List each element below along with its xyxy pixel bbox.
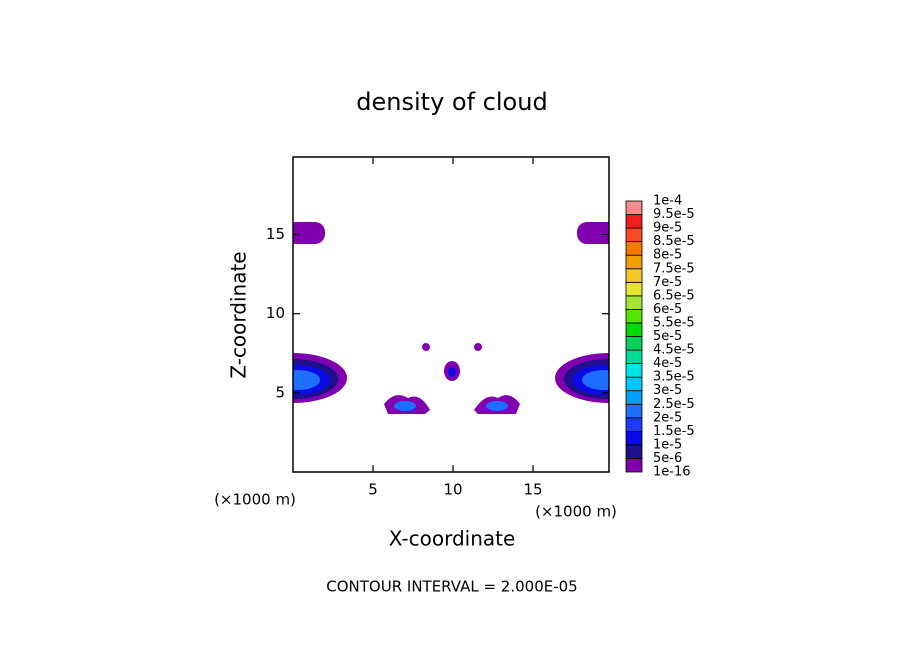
colorbar-label: 3.5e-5: [653, 370, 695, 385]
colorbar-swatch: [625, 200, 643, 215]
colorbar-swatch: [625, 349, 643, 364]
colorbar-swatch: [625, 430, 643, 446]
colorbar-label: 9e-5: [653, 221, 682, 236]
colorbar-label: 5e-5: [653, 329, 682, 344]
colorbar-label: 1e-16: [653, 465, 691, 480]
colorbar-swatch: [625, 390, 643, 405]
colorbar-swatch: [625, 241, 643, 256]
footer-note: CONTOUR INTERVAL = 2.000E-05: [326, 578, 577, 596]
colorbar-label: 7.5e-5: [653, 261, 695, 276]
y-tick-label: 5: [275, 383, 285, 401]
colorbar-label: 4.5e-5: [653, 343, 695, 358]
y-unit-label: (×1000 m): [535, 503, 617, 521]
region: [474, 343, 482, 351]
x-tick-label: 15: [523, 481, 542, 499]
region: [422, 343, 430, 351]
region: [577, 222, 609, 244]
y-axis-label: Z-coordinate: [227, 251, 251, 378]
colorbar-swatch: [625, 458, 643, 473]
colorbar-label: 5e-6: [653, 451, 682, 466]
region: [394, 401, 416, 411]
colorbar-label: 8e-5: [653, 248, 682, 263]
x-tick-label: 5: [368, 481, 378, 499]
colorbar-swatch: [625, 444, 643, 459]
region: [582, 370, 609, 390]
colorbar-swatch: [625, 268, 643, 283]
colorbar-label: 8.5e-5: [653, 234, 695, 249]
colorbar-swatch: [625, 295, 643, 310]
x-unit-label: (×1000 m): [214, 491, 296, 509]
colorbar-swatch: [625, 254, 643, 270]
chart-title: density of cloud: [356, 88, 547, 116]
colorbar-label: 6.5e-5: [653, 288, 695, 303]
x-tick-label: 10: [443, 481, 462, 499]
region: [293, 370, 320, 390]
colorbar-swatch: [625, 214, 643, 229]
colorbar-label: 5.5e-5: [653, 315, 695, 330]
region: [486, 401, 508, 411]
colorbar-label: 1.5e-5: [653, 424, 695, 439]
colorbar-label: 1e-4: [653, 194, 682, 209]
colorbar-label: 1e-5: [653, 437, 682, 452]
colorbar-label: 7e-5: [653, 275, 682, 290]
y-tick-label: 15: [266, 225, 285, 243]
region: [293, 222, 325, 244]
y-tick-label: 10: [266, 304, 285, 322]
colorbar-swatch: [625, 322, 643, 337]
colorbar-swatch: [625, 417, 643, 432]
colorbar-label: 6e-5: [653, 302, 682, 317]
plot-frame: [292, 156, 610, 473]
colorbar-label: 9.5e-5: [653, 207, 695, 222]
colorbar-swatch: [625, 336, 643, 351]
colorbar-label: 3e-5: [653, 383, 682, 398]
colorbar-swatch: [625, 281, 643, 297]
colorbar-swatch: [625, 308, 643, 324]
contour-field: [293, 222, 609, 414]
colorbar-label: 2.5e-5: [653, 397, 695, 412]
colorbar-swatch: [625, 403, 643, 419]
colorbar-swatch: [625, 227, 643, 243]
colorbar-label: 4e-5: [653, 356, 682, 371]
colorbar-label: 2e-5: [653, 410, 682, 425]
region: [448, 367, 456, 377]
x-axis-label: X-coordinate: [389, 527, 516, 551]
colorbar-swatch: [625, 376, 643, 392]
colorbar-swatch: [625, 363, 643, 378]
